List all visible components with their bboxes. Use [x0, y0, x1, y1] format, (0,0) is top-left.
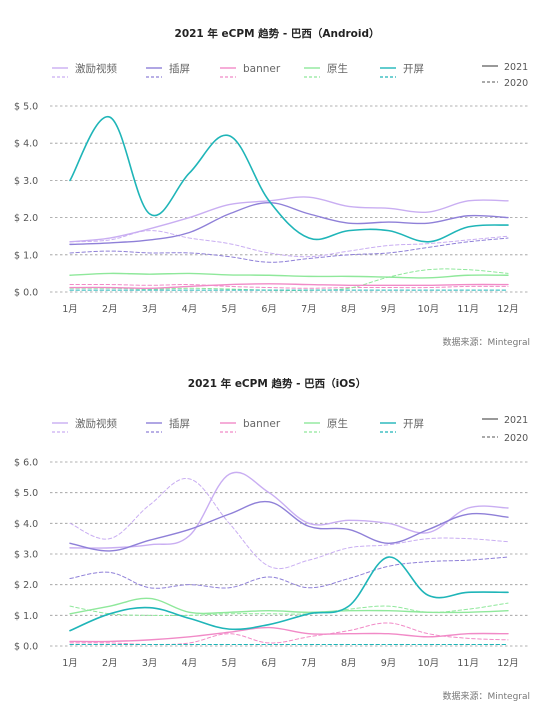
x-tick-label: 8月 [341, 304, 357, 315]
y-tick-label: $ 6.0 [14, 458, 38, 469]
series-line-2021-2 [69, 283, 509, 290]
legend-label: 插屏 [169, 417, 190, 430]
y-tick-label: $ 2.0 [14, 580, 38, 591]
x-tick-label: 7月 [301, 304, 317, 315]
source-note: 数据来源：Mintegral [443, 690, 530, 702]
legend-year-2021: 2021 [504, 415, 528, 426]
series-lines [69, 116, 509, 291]
legend-year-2020: 2020 [504, 78, 528, 89]
x-tick-label: 4月 [182, 304, 198, 315]
y-axis: $ 0.0 $ 1.0 $ 2.0 $ 3.0 $ 4.0 $ 5.0 [14, 102, 530, 299]
x-tick-label: 3月 [142, 304, 158, 315]
x-tick-label: 8月 [341, 658, 357, 669]
x-tick-label: 12月 [497, 658, 519, 669]
legend-label: 原生 [327, 62, 348, 75]
series-line-2021-4 [69, 116, 509, 243]
x-tick-label: 2月 [102, 658, 118, 669]
x-tick-label: 9月 [381, 304, 397, 315]
x-tick-label: 6月 [261, 304, 277, 315]
series-line-2021-1 [69, 500, 509, 552]
series-line-2020-6 [69, 237, 509, 263]
chart-android: 2021 年 eCPM 趋势 - 巴西（Android） 激励视频 插屏 banner… [14, 27, 530, 348]
x-tick-label: 1月 [62, 304, 78, 315]
x-tick-label: 6月 [261, 658, 277, 669]
y-tick-label: $ 0.0 [14, 288, 38, 299]
y-tick-label: $ 4.0 [14, 519, 38, 530]
x-tick-label: 7月 [301, 658, 317, 669]
chart-title: 2021 年 eCPM 趋势 - 巴西（iOS） [188, 377, 366, 390]
chart-title: 2021 年 eCPM 趋势 - 巴西（Android） [175, 27, 380, 40]
chart-ios: 2021 年 eCPM 趋势 - 巴西（iOS） 激励视频 插屏 banner 原生 开屏… [14, 377, 530, 702]
x-tick-label: 10月 [418, 304, 440, 315]
y-tick-label: $ 4.0 [14, 139, 38, 150]
series-line-2021-0 [69, 196, 509, 243]
legend-label: 开屏 [403, 418, 424, 430]
series-line-2020-6 [69, 556, 509, 589]
legend-label: banner [243, 63, 281, 75]
x-axis: 1月 2月 3月 4月 5月 6月 7月 8月 9月 10月 11月 12月 [62, 304, 519, 315]
y-tick-label: $ 0.0 [14, 642, 38, 653]
series-line-2021-3 [69, 272, 509, 279]
legend-label: 插屏 [169, 62, 190, 75]
legend-year-2021: 2021 [504, 62, 528, 73]
y-tick-label: $ 3.0 [14, 550, 38, 561]
legend-label: banner [243, 418, 281, 430]
x-tick-label: 9月 [381, 658, 397, 669]
series-line-2021-1 [69, 202, 509, 246]
x-tick-label: 11月 [457, 304, 479, 315]
y-tick-label: $ 1.0 [14, 611, 38, 622]
x-tick-label: 1月 [62, 658, 78, 669]
x-tick-label: 2月 [102, 304, 118, 315]
x-tick-label: 10月 [418, 658, 440, 669]
x-tick-label: 5月 [221, 304, 237, 315]
legend-label: 开屏 [403, 63, 424, 75]
y-tick-label: $ 5.0 [14, 102, 38, 113]
series-line-2020-8 [69, 602, 509, 617]
y-tick-label: $ 2.0 [14, 213, 38, 224]
legend-label: 激励视频 [75, 62, 117, 75]
series-line-2020-7 [69, 284, 509, 289]
x-tick-label: 5月 [221, 658, 237, 669]
x-axis: 1月 2月 3月 4月 5月 6月 7月 8月 9月 10月 11月 12月 [62, 658, 519, 669]
y-axis: $ 0.0 $ 1.0 $ 2.0 $ 3.0 $ 4.0 $ 5.0 $ 6.0 [14, 458, 530, 653]
series-line-2020-5 [69, 230, 509, 258]
legend: 激励视频 插屏 banner 原生 开屏 2021 2020 [52, 62, 528, 89]
series-line-2020-7 [69, 622, 509, 646]
y-tick-label: $ 1.0 [14, 250, 38, 261]
series-line-2021-0 [69, 471, 509, 549]
x-tick-label: 3月 [142, 658, 158, 669]
legend-year-2020: 2020 [504, 433, 528, 444]
series-line-2021-2 [69, 626, 509, 643]
y-tick-label: $ 3.0 [14, 176, 38, 187]
legend: 激励视频 插屏 banner 原生 开屏 2021 2020 [52, 415, 528, 444]
source-note: 数据来源：Mintegral [443, 336, 530, 348]
series-line-2021-4 [69, 556, 509, 632]
series-line-2020-5 [69, 478, 509, 570]
legend-label: 激励视频 [75, 417, 117, 430]
series-lines [69, 471, 509, 646]
series-line-2021-3 [69, 597, 509, 615]
x-tick-label: 12月 [497, 304, 519, 315]
x-tick-label: 11月 [457, 658, 479, 669]
y-tick-label: $ 5.0 [14, 488, 38, 499]
legend-label: 原生 [327, 417, 348, 430]
x-tick-label: 4月 [182, 658, 198, 669]
